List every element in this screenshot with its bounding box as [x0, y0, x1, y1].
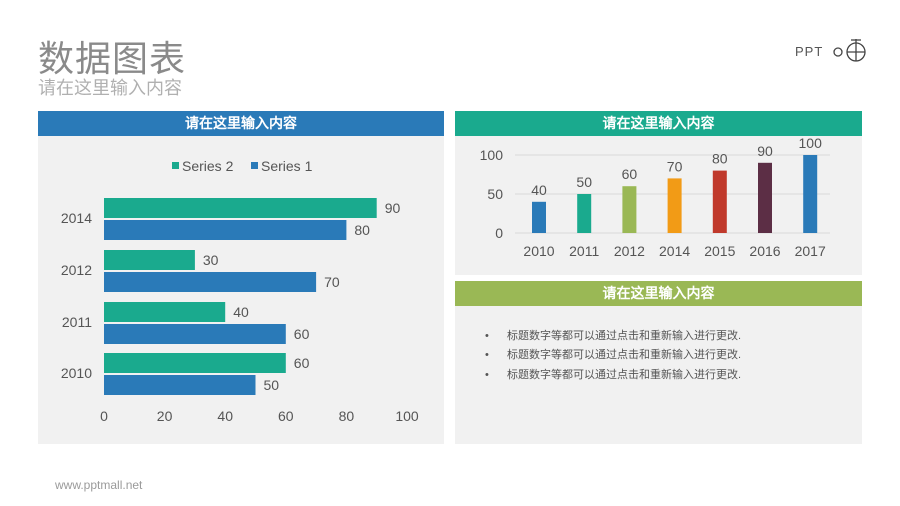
bullet-item: • 标题数字等都可以通过点击和重新输入进行更改.	[485, 330, 742, 342]
data-label: 50	[576, 174, 592, 190]
category-label: 2010	[61, 365, 92, 381]
data-label: 90	[385, 200, 401, 216]
data-label: 50	[264, 377, 280, 393]
data-label: 90	[757, 143, 773, 159]
x-tick-label: 2012	[614, 243, 645, 259]
x-tick-label: 2015	[704, 243, 735, 259]
data-label: 80	[354, 222, 370, 238]
bar	[104, 324, 286, 344]
bar	[758, 162, 772, 233]
bar	[104, 250, 195, 270]
x-tick-label: 2014	[659, 243, 690, 259]
category-label: 2014	[61, 210, 92, 226]
bar	[104, 302, 226, 322]
x-tick-label: 2016	[749, 243, 780, 259]
right-top-panel	[455, 111, 862, 275]
data-label: 30	[203, 252, 219, 268]
bullet-item: • 标题数字等都可以通过点击和重新输入进行更改.	[485, 369, 742, 381]
data-label: 60	[294, 326, 310, 342]
right-bottom-panel-header: 请在这里输入内容	[455, 281, 862, 306]
x-tick-label: 100	[395, 408, 419, 424]
bar	[104, 198, 377, 218]
right-top-panel-header: 请在这里输入内容	[455, 111, 862, 136]
data-label: 80	[712, 151, 728, 167]
bar	[803, 155, 818, 233]
legend-swatch	[172, 162, 179, 169]
legend-label: Series 2	[182, 158, 234, 174]
data-label: 40	[531, 182, 547, 198]
y-tick-label: 0	[495, 225, 503, 241]
logo-text: PPT	[795, 44, 823, 59]
x-tick-label: 2010	[523, 243, 554, 259]
bar	[104, 272, 317, 292]
x-tick-label: 80	[339, 408, 355, 424]
bar	[104, 375, 256, 395]
x-tick-label: 60	[278, 408, 294, 424]
bar	[622, 186, 637, 233]
left-panel-header: 请在这里输入内容	[38, 111, 444, 136]
right-bottom-panel	[455, 281, 862, 444]
horizontal-bar-chart: Series 2 Series 1 2014 90 80 2012 30 70 2011 40 60…	[61, 158, 419, 424]
category-label: 2011	[62, 314, 92, 330]
x-tick-label: 0	[100, 408, 108, 424]
x-tick-label: 40	[217, 408, 233, 424]
bullet-item: • 标题数字等都可以通过点击和重新输入进行更改.	[485, 349, 742, 361]
data-label: 100	[799, 136, 823, 151]
data-label: 70	[324, 274, 340, 290]
bar	[712, 170, 727, 233]
bar	[667, 178, 682, 233]
bullet-text: 标题数字等都可以通过点击和重新输入进行更改.	[507, 330, 742, 342]
data-label: 60	[294, 355, 310, 371]
bullet-text: 标题数字等都可以通过点击和重新输入进行更改.	[507, 349, 742, 361]
data-label: 60	[622, 166, 638, 182]
page-title: 数据图表	[38, 38, 187, 79]
legend-label: Series 1	[261, 158, 313, 174]
column-chart: 0 50 100 40 2010 50 2011 60 2012 70 2014 80 2015 90 20…	[480, 136, 830, 259]
y-tick-label: 100	[480, 147, 504, 163]
logo: PPT	[795, 39, 866, 62]
bar	[577, 194, 592, 233]
bar	[104, 220, 347, 240]
x-tick-label: 2017	[795, 243, 826, 259]
category-label: 2012	[61, 262, 92, 278]
footer-url[interactable]: www.pptmall.net	[55, 478, 143, 492]
page-subtitle: 请在这里输入内容	[38, 78, 182, 98]
data-label: 70	[667, 158, 683, 174]
bar	[104, 353, 286, 373]
bullet-text: 标题数字等都可以通过点击和重新输入进行更改.	[507, 369, 742, 381]
data-label: 40	[233, 304, 249, 320]
x-tick-label: 2011	[569, 243, 599, 259]
legend-swatch	[251, 162, 258, 169]
bar	[532, 201, 546, 233]
x-tick-label: 20	[157, 408, 173, 424]
y-tick-label: 50	[487, 186, 503, 202]
